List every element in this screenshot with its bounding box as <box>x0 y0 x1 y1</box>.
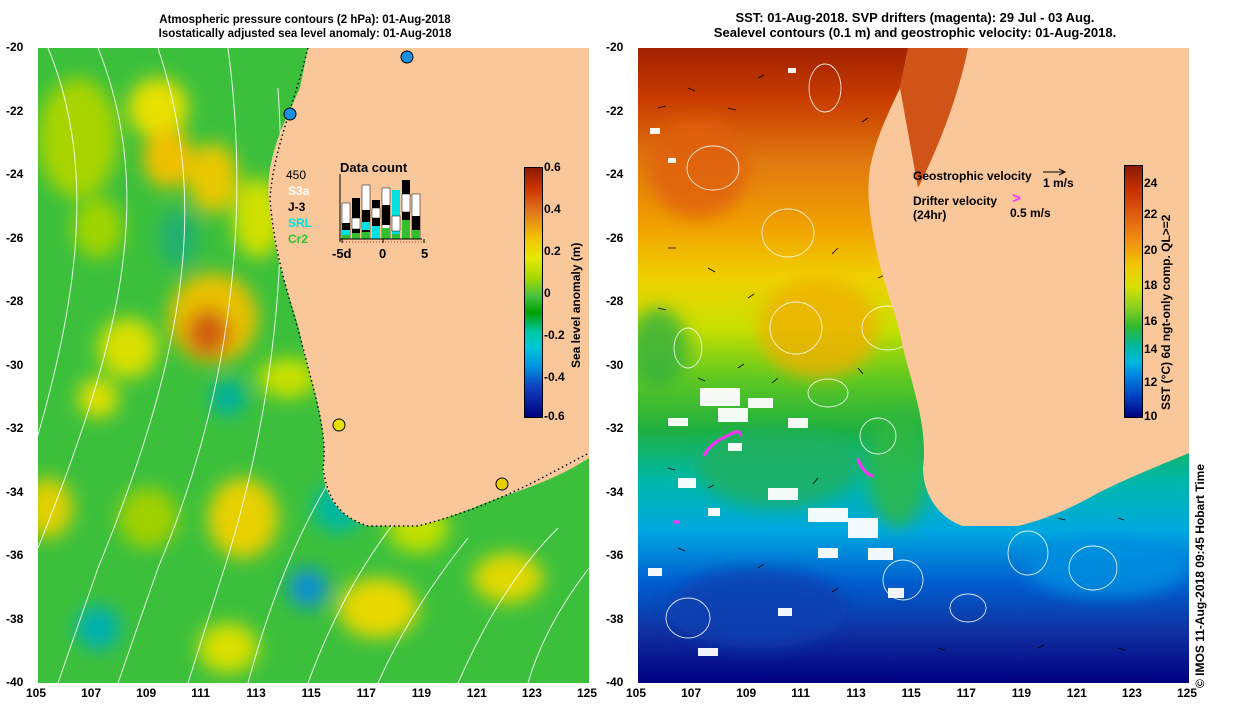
geostrophic-scale: 1 m/s <box>1043 176 1074 190</box>
x-tick-label: 107 <box>681 686 702 700</box>
x-tick-label: 105 <box>626 686 647 700</box>
sst-colorbar <box>1124 165 1143 418</box>
right-cbar-title: SST (°C) 6d ngt-only comp. QL>=2 <box>1159 214 1173 410</box>
right-title-line2: Sealevel contours (0.1 m) and geostrophi… <box>713 25 1117 40</box>
y-tick-label: -32 <box>606 421 624 435</box>
x-tick-label: 113 <box>246 686 266 700</box>
drifter-scale: 0.5 m/s <box>1010 206 1051 220</box>
y-tick-label: -40 <box>6 675 24 689</box>
y-tick-label: -36 <box>606 548 624 562</box>
y-tick-label: -34 <box>6 484 24 499</box>
x-tick-label: 123 <box>521 686 542 700</box>
x-tick-label: 109 <box>136 686 157 700</box>
x-tick-label: 105 <box>26 686 47 700</box>
data-count-inset <box>338 174 430 243</box>
legend-cr2: Cr2 <box>288 232 309 246</box>
legend-srl: SRL <box>288 216 312 230</box>
right-cbar-tick: 14 <box>1144 342 1158 356</box>
drifter-arrow-icon: > <box>1012 190 1021 207</box>
inset-max-label: 450 <box>286 168 307 182</box>
sea-level-colorbar <box>524 167 543 418</box>
inset-title: Data count <box>340 160 408 175</box>
geostrophic-velocity-label: Geostrophic velocity <box>913 169 1032 183</box>
y-tick-label: -32 <box>6 421 24 435</box>
inset-xtick-1: -5d <box>332 246 352 261</box>
left-map-title: Atmospheric pressure contours (2 hPa): 0… <box>110 13 500 41</box>
left-cbar-title: Sea level anomaly (m) <box>569 242 583 368</box>
legend-s3a: S3a <box>288 184 310 198</box>
australia-land-left <box>268 48 589 526</box>
drifter-velocity-label: Drifter velocity <box>913 194 998 208</box>
y-tick-label: -26 <box>6 230 24 245</box>
y-tick-label: -28 <box>606 294 624 308</box>
svp-drifters <box>674 430 875 524</box>
drifter-velocity-sub: (24hr) <box>913 208 947 222</box>
right-cbar-tick: 16 <box>1144 314 1158 328</box>
legend-j3: J-3 <box>288 200 306 214</box>
imos-credit: © IMOS 11-Aug-2018 09:45 Hobart Time <box>1193 463 1207 688</box>
cloud-mask <box>648 68 904 656</box>
inset-xtick-2: 0 <box>379 246 387 261</box>
x-tick-label: 121 <box>466 686 487 700</box>
x-tick-label: 123 <box>1121 686 1142 700</box>
x-tick-label: 119 <box>411 686 432 700</box>
x-tick-label: 113 <box>846 686 866 700</box>
x-tick-label: 117 <box>356 686 376 700</box>
y-tick-label: -40 <box>606 675 624 689</box>
australia-land-right <box>868 48 1189 526</box>
left-cbar-tick: -0.2 <box>544 328 565 342</box>
right-cbar-tick: 20 <box>1144 243 1158 257</box>
geostrophic-arrow-icon <box>1043 168 1067 176</box>
x-tick-label: 117 <box>956 686 976 700</box>
x-tick-label: 125 <box>577 686 598 700</box>
y-tick-label: -36 <box>6 548 24 562</box>
y-tick-label: -34 <box>606 484 624 499</box>
x-tick-label: 119 <box>1011 686 1032 700</box>
left-cbar-tick: 0.6 <box>544 160 561 174</box>
y-tick-label: -26 <box>606 230 624 245</box>
left-cbar-tick: -0.4 <box>544 370 565 384</box>
x-tick-label: 111 <box>791 686 810 700</box>
data-count-bars <box>341 180 421 240</box>
right-cbar-tick: 24 <box>1144 176 1158 190</box>
left-cbar-tick: 0.4 <box>544 202 561 216</box>
left-cbar-tick: -0.6 <box>544 409 565 423</box>
y-tick-label: -22 <box>6 103 24 118</box>
right-cbar-tick: 18 <box>1144 278 1158 292</box>
sst-map <box>638 48 1189 683</box>
y-tick-label: -38 <box>6 611 24 626</box>
y-tick-label: -30 <box>6 357 24 372</box>
sst-field <box>638 48 1189 683</box>
x-tick-label: 121 <box>1066 686 1087 700</box>
left-title-line2: Isostatically adjusted sea level anomaly… <box>158 28 452 40</box>
sea-level-anomaly-field <box>38 48 589 683</box>
y-tick-label: -38 <box>606 611 624 626</box>
right-cbar-tick: 22 <box>1144 207 1158 221</box>
right-map-title: SST: 01-Aug-2018. SVP drifters (magenta)… <box>660 10 1170 40</box>
x-tick-label: 109 <box>736 686 757 700</box>
y-tick-label: -30 <box>606 357 624 372</box>
x-tick-label: 115 <box>901 686 921 700</box>
x-tick-label: 111 <box>191 686 210 700</box>
right-title-line1: SST: 01-Aug-2018. SVP drifters (magenta)… <box>735 10 1095 25</box>
y-tick-label: -20 <box>6 40 24 54</box>
x-tick-label: 115 <box>301 686 321 700</box>
x-tick-label: 125 <box>1177 686 1198 700</box>
x-tick-label: 107 <box>81 686 102 700</box>
left-title-line1: Atmospheric pressure contours (2 hPa): 0… <box>159 14 451 26</box>
left-cbar-tick: 0.2 <box>544 244 561 258</box>
right-cbar-tick: 12 <box>1144 375 1158 389</box>
y-tick-label: -28 <box>6 294 24 308</box>
inset-xtick-3: 5 <box>421 246 429 261</box>
y-tick-label: -24 <box>6 167 24 181</box>
sea-level-anomaly-map <box>38 48 589 683</box>
right-cbar-tick: 10 <box>1144 409 1158 423</box>
left-cbar-tick: 0 <box>544 286 551 300</box>
y-tick-label: -24 <box>606 167 624 181</box>
y-tick-label: -22 <box>606 103 624 118</box>
y-tick-label: -20 <box>606 40 624 54</box>
